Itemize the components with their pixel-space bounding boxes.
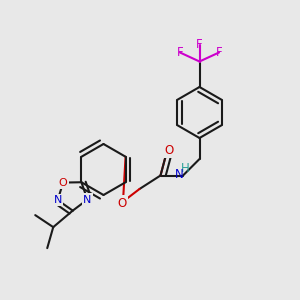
Text: N: N [53, 195, 62, 205]
Text: N: N [175, 168, 184, 181]
Text: N: N [83, 195, 92, 205]
Text: H: H [180, 162, 189, 176]
Text: F: F [177, 46, 183, 59]
Text: O: O [118, 196, 127, 210]
Text: F: F [196, 38, 203, 52]
Text: O: O [164, 144, 173, 157]
Text: O: O [59, 178, 68, 188]
Text: F: F [216, 46, 222, 59]
